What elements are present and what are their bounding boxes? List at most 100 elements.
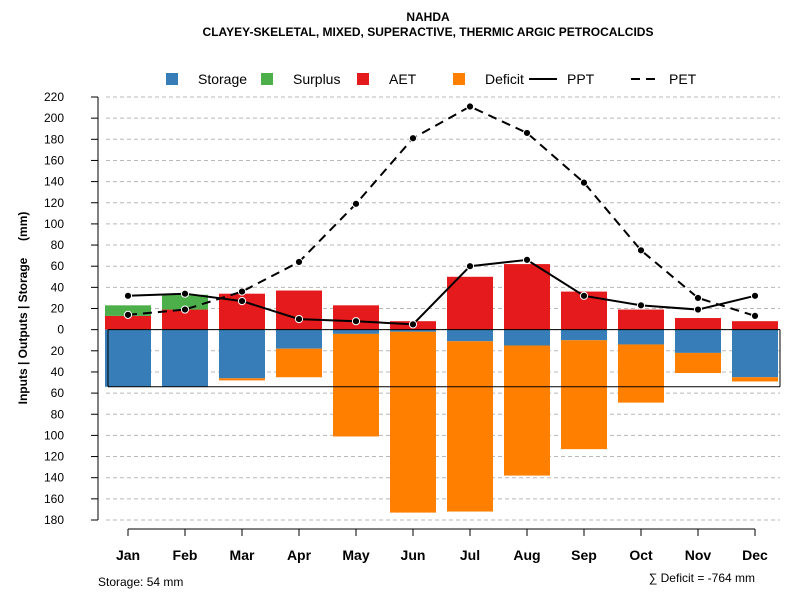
surplus-bar	[162, 294, 208, 310]
deficit-bar	[561, 340, 607, 450]
deficit-bar	[675, 352, 721, 374]
ppt-point	[294, 314, 304, 324]
deficit-bar	[504, 345, 550, 476]
y-tick-label: 180	[44, 513, 64, 527]
deficit-bar	[333, 333, 379, 437]
legend-label-aet: AET	[389, 71, 417, 87]
y-tick-label: 120	[44, 196, 64, 210]
y-tick-label: 160	[44, 492, 64, 506]
pet-point	[750, 311, 760, 321]
legend-label-ppt: PPT	[567, 71, 595, 87]
aet-bar	[276, 290, 322, 330]
pet-point	[579, 178, 589, 187]
legend-label-pet: PET	[669, 71, 697, 87]
y-tick-label: 100	[44, 217, 64, 231]
pet-line	[127, 105, 756, 317]
y-tick-label: 60	[51, 386, 65, 400]
y-tick-label: 220	[44, 90, 64, 104]
ppt-line	[127, 258, 756, 326]
ppt-point	[579, 291, 589, 300]
y-tick-label: 20	[51, 302, 65, 316]
storage-bar	[276, 329, 322, 349]
ppt-point	[636, 301, 646, 310]
storage-bar	[618, 329, 664, 345]
pet-point	[351, 199, 361, 208]
aet-bar	[447, 276, 493, 330]
y-tick-label: 60	[51, 259, 65, 273]
x-tick-label: Nov	[685, 547, 712, 563]
chart-subtitle: CLAYEY-SKELETAL, MIXED, SUPERACTIVE, THE…	[203, 25, 654, 39]
surplus-bar	[105, 305, 151, 316]
aet-bar	[618, 309, 664, 330]
pet-point	[180, 305, 190, 314]
x-tick-label: Aug	[513, 547, 540, 563]
x-tick-label: Mar	[230, 547, 255, 563]
aet-bar	[105, 315, 151, 330]
y-tick-label: 180	[44, 132, 64, 146]
x-tick-label: Jul	[460, 547, 480, 563]
x-tick-label: Feb	[173, 547, 198, 563]
legend-swatch-surplus	[261, 73, 273, 85]
aet-bar	[162, 309, 208, 330]
storage-bar	[105, 329, 151, 387]
chart-legend: Storage Surplus AET Deficit PPT PET	[166, 71, 697, 87]
deficit-bar	[618, 344, 664, 403]
deficit-footnote: ∑ Deficit = -764 mm	[649, 571, 755, 585]
x-axis: Jan Feb Mar Apr May Jun Jul Aug Sep Oct Nov Dec	[116, 528, 768, 563]
deficit-bar	[447, 341, 493, 512]
legend-label-surplus: Surplus	[293, 71, 340, 87]
deficit-bar	[390, 331, 436, 513]
storage-bar	[390, 329, 436, 332]
pet-point	[294, 257, 304, 267]
ppt-point	[750, 291, 760, 300]
storage-bar	[219, 329, 265, 379]
y-tick-label: 200	[44, 111, 64, 125]
legend-label-deficit: Deficit	[485, 71, 524, 87]
deficit-bar	[276, 348, 322, 378]
storage-bar	[447, 329, 493, 342]
legend-swatch-storage	[166, 73, 178, 85]
y-axis-label: Inputs | Outputs | Storage (mm)	[16, 212, 30, 405]
y-tick-label: 80	[51, 238, 65, 252]
storage-bar	[333, 329, 379, 334]
storage-footnote: Storage: 54 mm	[98, 575, 183, 589]
ppt-point	[408, 320, 418, 329]
ppt-point	[180, 289, 190, 298]
y-axis: 2202001801601401201008060402002040608010…	[44, 90, 99, 527]
legend-label-storage: Storage	[198, 71, 247, 87]
storage-bar	[732, 329, 778, 378]
y-tick-label: 40	[51, 280, 65, 294]
y-tick-label: 140	[44, 471, 64, 485]
ppt-point	[123, 291, 133, 300]
x-tick-label: Apr	[287, 547, 312, 563]
ppt-point	[693, 305, 703, 314]
ppt-point	[465, 262, 475, 271]
legend-swatch-deficit	[453, 73, 465, 85]
x-tick-label: Oct	[629, 547, 653, 563]
aet-bar	[732, 321, 778, 330]
pet-point	[693, 293, 703, 303]
y-tick-label: 100	[44, 428, 64, 442]
deficit-bar	[219, 378, 265, 381]
x-tick-label: Sep	[571, 547, 597, 563]
y-tick-label: 80	[51, 407, 65, 421]
pet-point	[408, 134, 418, 143]
aet-bar	[504, 264, 550, 330]
aet-bar	[675, 318, 721, 330]
y-tick-label: 160	[44, 153, 64, 167]
bars-layer	[105, 264, 781, 513]
pet-point	[636, 246, 646, 255]
storage-bar	[675, 329, 721, 353]
ppt-point	[237, 296, 247, 306]
y-tick-label: 140	[44, 175, 64, 189]
x-tick-label: Dec	[742, 547, 768, 563]
storage-bar	[504, 329, 550, 346]
x-tick-label: May	[342, 547, 369, 563]
pet-point	[522, 128, 532, 138]
x-tick-label: Jan	[116, 547, 140, 563]
ppt-point	[522, 255, 532, 264]
ppt-point	[351, 317, 361, 326]
lines-layer	[123, 102, 760, 329]
pet-point	[237, 287, 247, 296]
